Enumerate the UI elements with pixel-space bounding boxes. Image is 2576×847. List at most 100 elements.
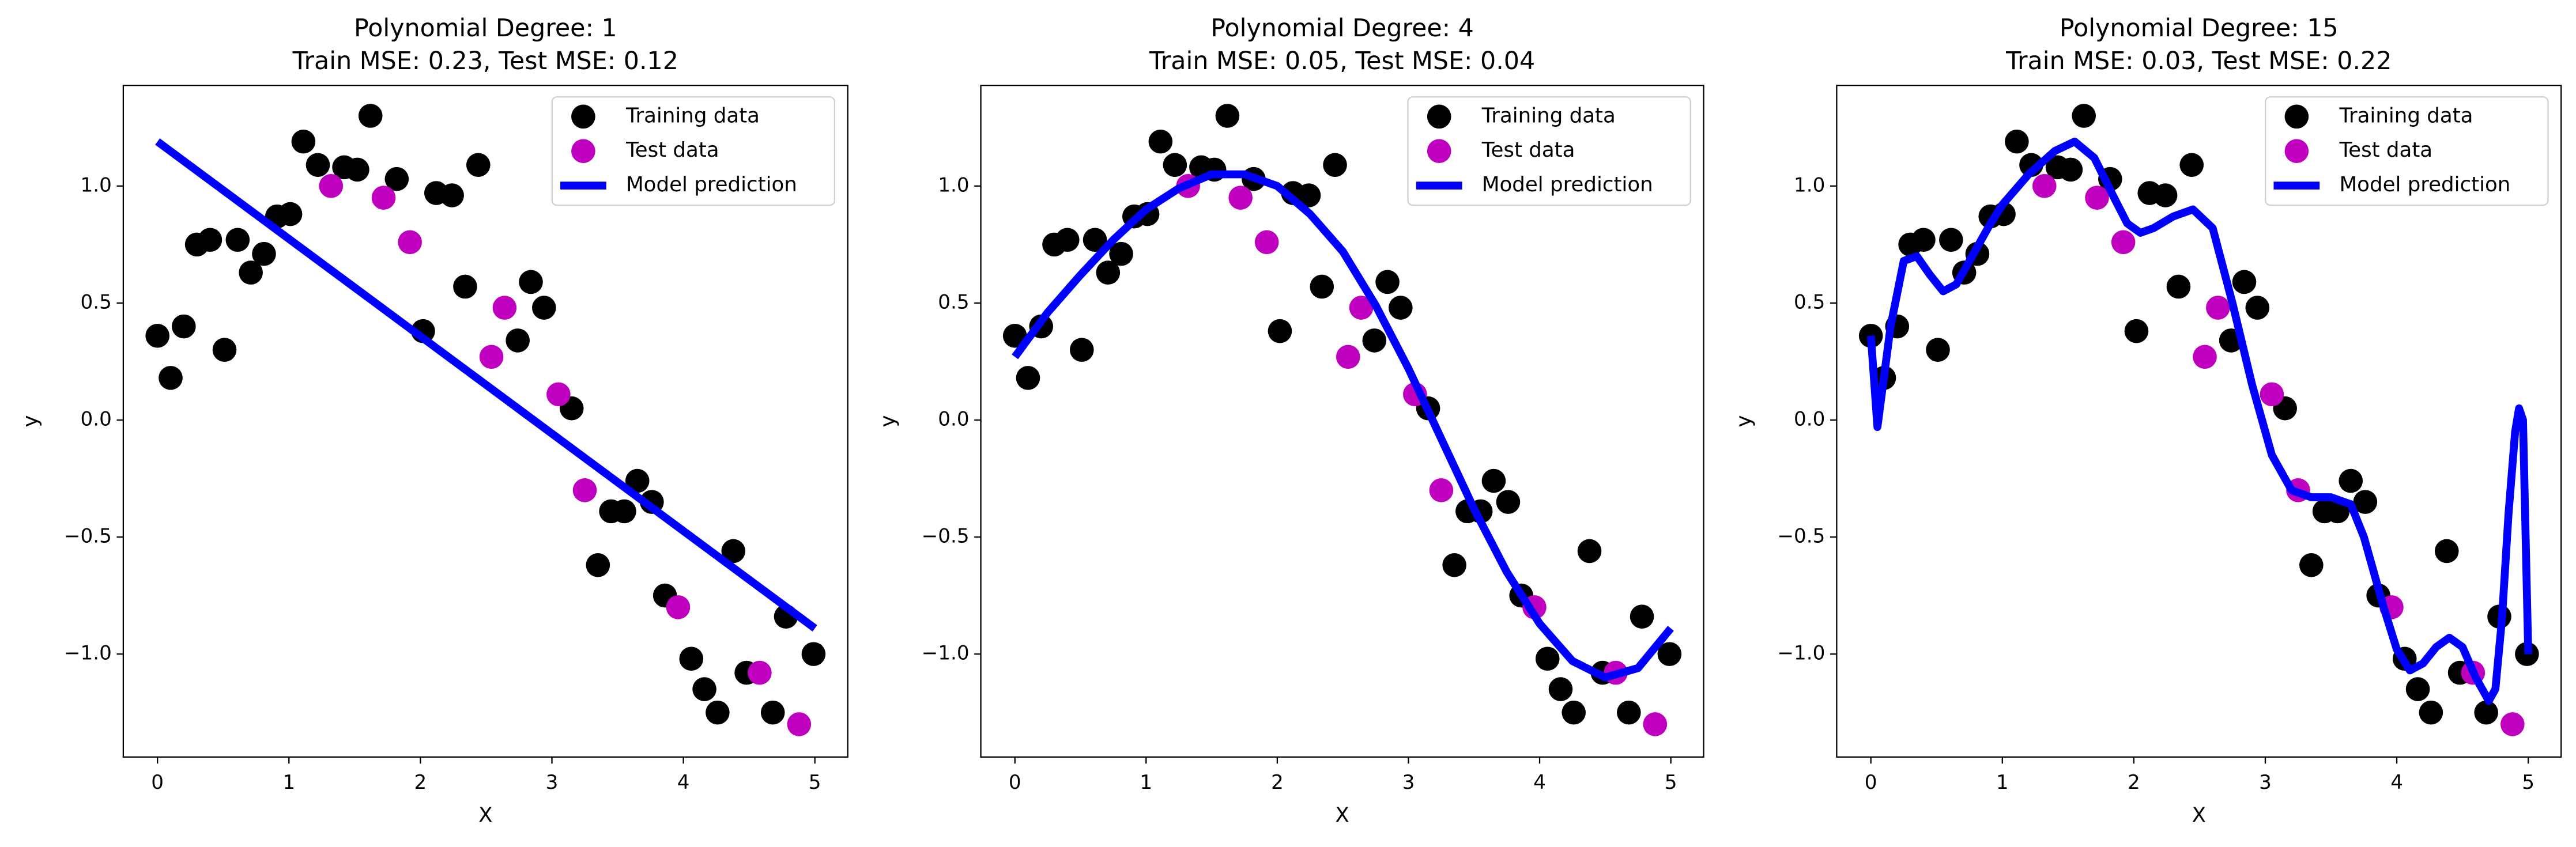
y-axis-label: y xyxy=(876,415,900,427)
legend-label: Training data xyxy=(2339,104,2473,127)
x-tick-label: 1 xyxy=(1996,771,2009,794)
data-point xyxy=(239,260,263,285)
chart-title: Polynomial Degree: 1 xyxy=(354,14,617,43)
x-tick-label: 5 xyxy=(2522,771,2534,794)
data-point xyxy=(1002,323,1027,348)
y-tick-label: 1.0 xyxy=(938,173,969,196)
data-point xyxy=(225,228,250,252)
data-point xyxy=(453,274,477,299)
data-point xyxy=(2474,700,2498,725)
y-axis-label: y xyxy=(1732,415,1756,427)
model-line xyxy=(1012,170,1674,682)
axes-frame xyxy=(980,85,1704,758)
data-point xyxy=(1349,296,1374,320)
data-point xyxy=(2193,345,2217,369)
data-point xyxy=(506,328,530,353)
data-point xyxy=(666,595,691,619)
data-point xyxy=(1643,712,1668,736)
data-point xyxy=(345,157,369,182)
legend-label: Test data xyxy=(2339,138,2432,162)
data-point xyxy=(1148,129,1173,154)
x-tick-label: 5 xyxy=(809,771,821,794)
legend-label: Test data xyxy=(625,138,719,162)
x-tick-label: 2 xyxy=(2128,771,2140,794)
data-point xyxy=(1163,153,1187,177)
data-point xyxy=(586,553,610,577)
x-tick-label: 2 xyxy=(1271,771,1284,794)
y-tick-label: −1.0 xyxy=(1777,642,1825,665)
data-point xyxy=(1926,338,1950,362)
data-point xyxy=(2179,153,2204,177)
data-point xyxy=(1069,338,1094,362)
x-tick-label: 3 xyxy=(1402,771,1415,794)
data-point xyxy=(252,241,276,266)
chart-subtitle: Train MSE: 0.05, Test MSE: 0.04 xyxy=(1149,47,1535,75)
y-tick-label: −1.0 xyxy=(922,642,970,665)
y-tick-label: 0.5 xyxy=(1794,290,1825,313)
data-point xyxy=(319,174,344,198)
legend-label: Training data xyxy=(625,104,760,127)
x-tick-label: 1 xyxy=(1140,771,1152,794)
data-point xyxy=(2232,270,2257,294)
data-point xyxy=(1577,539,1602,564)
y-tick-label: 1.0 xyxy=(1794,173,1825,196)
data-point xyxy=(1939,228,1963,252)
model-line xyxy=(155,138,817,632)
chart-title: Polynomial Degree: 4 xyxy=(1210,14,1474,43)
data-point xyxy=(172,314,196,339)
data-point xyxy=(306,153,330,177)
y-tick-label: 0.0 xyxy=(1794,407,1825,430)
data-point xyxy=(1911,228,1936,252)
axes-frame xyxy=(1836,85,2562,758)
legend-swatch xyxy=(571,104,595,129)
data-point xyxy=(212,338,237,362)
x-tick-label: 3 xyxy=(546,771,559,794)
legend-swatch xyxy=(2284,139,2309,163)
data-point xyxy=(2353,490,2378,514)
data-point xyxy=(2166,274,2191,299)
data-point xyxy=(532,296,556,320)
data-point xyxy=(2032,174,2057,198)
x-tick-label: 0 xyxy=(1865,771,1877,794)
data-point xyxy=(2111,230,2136,255)
subplot: Polynomial Degree: 15 Train MSE: 0.03, Te… xyxy=(1732,14,2562,827)
x-tick-label: 0 xyxy=(1009,771,1021,794)
chart-title: Polynomial Degree: 15 xyxy=(2060,14,2339,43)
data-point xyxy=(760,700,785,725)
chart-subtitle: Train MSE: 0.23, Test MSE: 0.12 xyxy=(292,47,678,75)
data-point xyxy=(1389,296,1413,320)
plot-area xyxy=(1002,104,1682,736)
y-tick-label: 0.0 xyxy=(81,407,112,430)
subplot: Polynomial Degree: 1 Train MSE: 0.23, Tes… xyxy=(18,14,848,827)
data-point xyxy=(1496,490,1521,514)
legend-swatch xyxy=(571,139,595,163)
y-tick-label: 1.0 xyxy=(81,173,112,196)
data-point xyxy=(1429,478,1454,502)
data-point xyxy=(1442,553,1466,577)
data-point xyxy=(492,296,517,320)
legend-label: Test data xyxy=(1481,138,1575,162)
legend-swatch xyxy=(1427,139,1451,163)
data-point xyxy=(159,366,183,390)
data-point xyxy=(1617,700,1641,725)
legend-label: Model prediction xyxy=(1482,173,1653,196)
data-point xyxy=(1323,153,1347,177)
data-point xyxy=(2500,712,2525,736)
data-point xyxy=(2058,157,2083,182)
subplot: Polynomial Degree: 4 Train MSE: 0.05, Tes… xyxy=(876,14,1704,827)
data-point xyxy=(706,700,730,725)
data-point xyxy=(2072,104,2096,128)
data-point xyxy=(2405,677,2430,701)
x-tick-label: 0 xyxy=(151,771,164,794)
data-point xyxy=(1083,228,1107,252)
x-tick-label: 1 xyxy=(282,771,295,794)
model-line xyxy=(1866,137,2533,705)
data-point xyxy=(1016,366,1040,390)
y-tick-label: 0.5 xyxy=(81,290,112,313)
data-point xyxy=(1657,642,1682,666)
data-point xyxy=(692,677,716,701)
x-tick-label: 4 xyxy=(1533,771,1546,794)
data-point xyxy=(519,270,543,294)
